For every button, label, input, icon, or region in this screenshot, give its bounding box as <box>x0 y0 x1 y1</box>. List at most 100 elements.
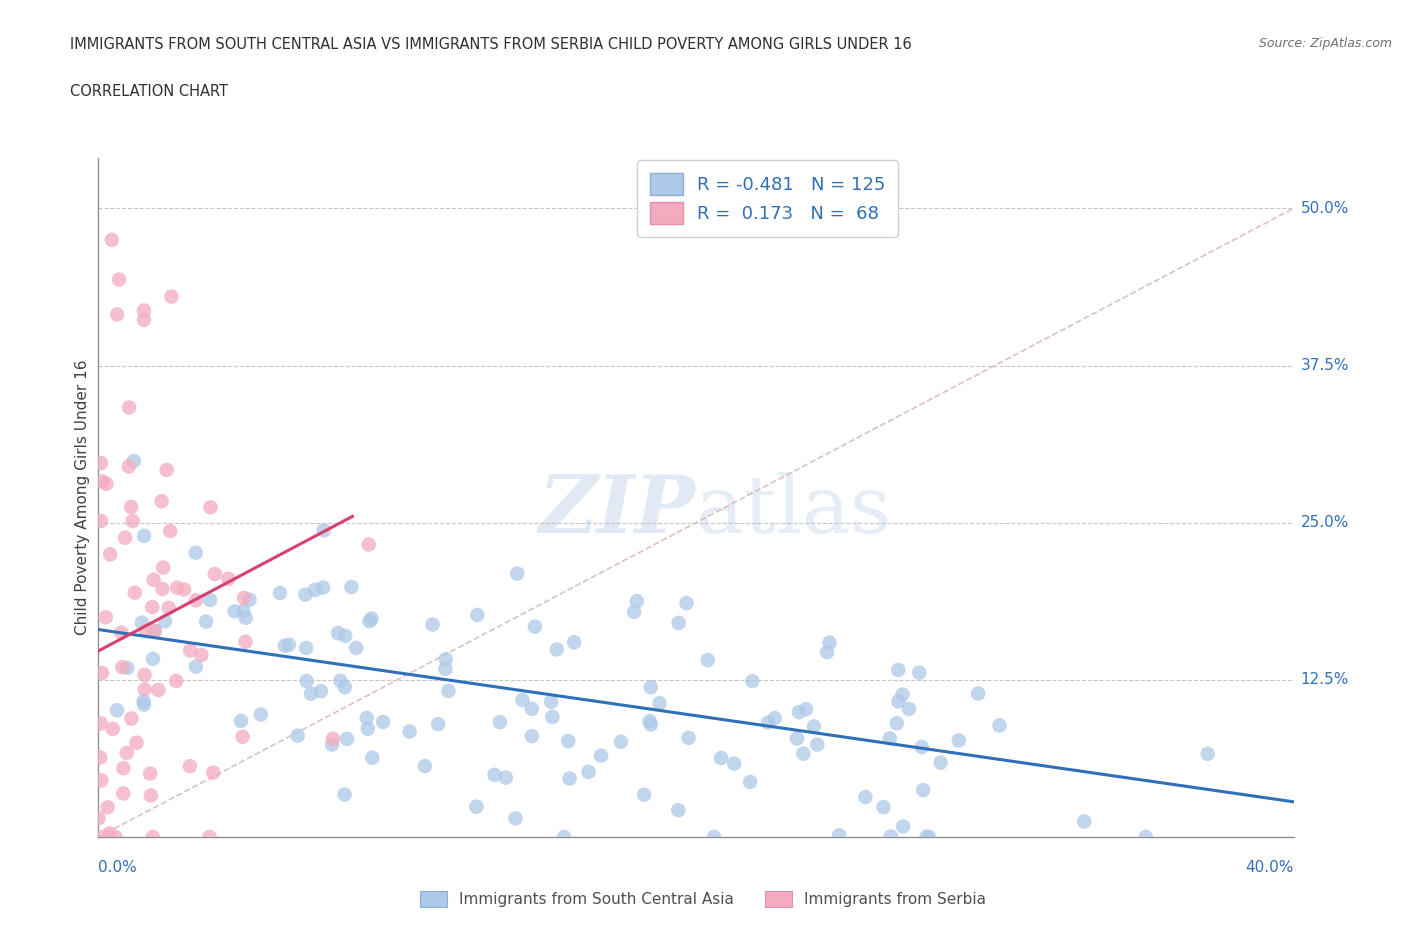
Point <box>125 736 148 751</box>
Point <box>427 717 450 732</box>
Point <box>648 696 671 711</box>
Point <box>108 272 131 287</box>
Point <box>100 232 122 247</box>
Point <box>763 711 786 725</box>
Point <box>184 659 207 674</box>
Point <box>118 459 141 474</box>
Point <box>91 666 114 681</box>
Point <box>640 717 662 732</box>
Point <box>312 580 335 595</box>
Point <box>626 593 648 608</box>
Text: ZIP: ZIP <box>538 472 696 550</box>
Point <box>159 524 181 538</box>
Text: 40.0%: 40.0% <box>1246 860 1294 875</box>
Point <box>142 651 165 666</box>
Text: IMMIGRANTS FROM SOUTH CENTRAL ASIA VS IMMIGRANTS FROM SERBIA CHILD POVERTY AMONG: IMMIGRANTS FROM SOUTH CENTRAL ASIA VS IM… <box>70 37 912 52</box>
Legend: R = -0.481   N = 125, R =  0.173   N =  68: R = -0.481 N = 125, R = 0.173 N = 68 <box>637 160 898 237</box>
Text: 50.0%: 50.0% <box>1301 201 1348 216</box>
Point <box>891 819 914 834</box>
Point <box>792 746 814 761</box>
Point <box>465 607 488 622</box>
Text: Source: ZipAtlas.com: Source: ZipAtlas.com <box>1258 37 1392 50</box>
Point <box>723 756 745 771</box>
Point <box>139 766 162 781</box>
Point <box>437 684 460 698</box>
Point <box>233 591 256 605</box>
Point <box>238 592 260 607</box>
Text: 37.5%: 37.5% <box>1301 358 1348 373</box>
Point <box>815 644 838 659</box>
Point <box>340 579 363 594</box>
Point <box>295 641 318 656</box>
Point <box>184 592 207 607</box>
Point <box>413 759 436 774</box>
Point <box>132 303 155 318</box>
Point <box>112 761 135 776</box>
Point <box>249 707 271 722</box>
Point <box>132 698 155 712</box>
Point <box>988 718 1011 733</box>
Point <box>357 722 380 737</box>
Point <box>287 728 309 743</box>
Point <box>232 604 254 618</box>
Point <box>908 665 931 680</box>
Point <box>803 719 825 734</box>
Point <box>666 803 689 817</box>
Point <box>489 714 512 729</box>
Point <box>911 739 934 754</box>
Point <box>299 686 322 701</box>
Point <box>97 800 120 815</box>
Point <box>591 748 613 763</box>
Point <box>887 694 910 709</box>
Point <box>967 686 990 701</box>
Point <box>929 755 952 770</box>
Point <box>512 693 534 708</box>
Point <box>398 724 420 739</box>
Point <box>173 582 195 597</box>
Point <box>371 714 394 729</box>
Point <box>114 530 136 545</box>
Point <box>638 713 661 728</box>
Point <box>506 566 529 581</box>
Point <box>200 500 222 515</box>
Point <box>434 661 457 676</box>
Point <box>217 571 239 586</box>
Point <box>361 751 384 765</box>
Point <box>505 811 527 826</box>
Point <box>115 660 138 675</box>
Point <box>312 523 335 538</box>
Point <box>553 830 575 844</box>
Point <box>321 737 343 752</box>
Point <box>333 680 356 695</box>
Point <box>818 635 841 650</box>
Point <box>678 730 700 745</box>
Point <box>1073 814 1095 829</box>
Point <box>794 702 817 717</box>
Point <box>546 642 568 657</box>
Point <box>120 711 142 726</box>
Point <box>87 811 110 826</box>
Point <box>90 513 112 528</box>
Point <box>898 701 921 716</box>
Point <box>828 828 851 843</box>
Point <box>121 513 143 528</box>
Point <box>156 462 179 477</box>
Point <box>891 687 914 702</box>
Point <box>484 767 506 782</box>
Point <box>124 585 146 600</box>
Point <box>152 560 174 575</box>
Point <box>90 456 112 471</box>
Point <box>198 830 221 844</box>
Point <box>98 826 121 841</box>
Point <box>1135 830 1157 844</box>
Point <box>198 592 221 607</box>
Point <box>115 746 138 761</box>
Point <box>235 634 257 649</box>
Point <box>294 587 316 602</box>
Point <box>142 830 165 844</box>
Point <box>269 586 291 601</box>
Point <box>90 716 112 731</box>
Point <box>915 830 938 844</box>
Point <box>880 829 903 844</box>
Point <box>557 734 579 749</box>
